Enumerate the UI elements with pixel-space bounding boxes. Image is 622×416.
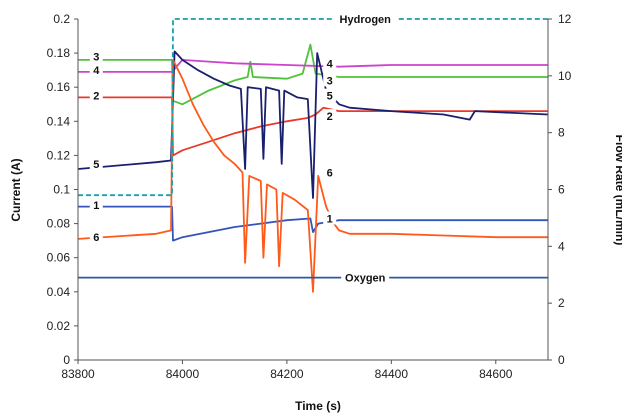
series-label: 5 [327,91,333,103]
series-line-1 [78,205,548,242]
series-label-bg [323,88,337,102]
x-tick-label: 84600 [479,367,513,381]
series-label-bg [89,88,103,102]
y-tick-label: 0.2 [53,12,70,26]
y2-tick-label: 4 [558,239,565,253]
y-tick-label: 0.18 [47,46,71,60]
y-tick-label: 0.04 [47,285,71,299]
series-label: 1 [93,200,99,212]
y-axis-title: Current (A) [9,158,23,221]
y-tick-label: 0.16 [47,80,71,94]
y-tick-label: 0.06 [47,251,71,265]
series-label-bg [89,197,103,211]
series-line-2 [78,96,548,157]
series-label-bg [89,156,103,170]
series-label-bg [334,12,397,25]
series-label: 4 [327,58,334,70]
y2-tick-label: 2 [558,296,565,310]
y-tick-label: 0.12 [47,148,71,162]
x-tick-label: 83800 [61,367,95,381]
series-line-5 [77,50,549,199]
series-label: Hydrogen [340,14,392,26]
y2-tick-label: 8 [558,126,565,140]
y2-tick-label: 12 [558,12,572,26]
series-line-6 [77,59,548,293]
x-axis-title: Time (s) [295,399,341,413]
series-label-bg [323,73,337,87]
y2-tick-label: 10 [558,69,572,83]
series-label-bg [341,270,390,284]
y2-tick-label: 6 [558,183,565,197]
y-tick-label: 0.1 [53,183,70,197]
y2-axis-title: Flow Rate (mL/min) [613,135,622,246]
series-line-3 [78,43,548,106]
axes: 0 0.02 0.04 0.06 0.08 0.1 0.12 0.14 0.16 0.18 0.2 0… [47,12,572,381]
series-label-bg [89,63,103,77]
y-tick-label: 0.02 [47,319,71,333]
y-tick-label: 0.08 [47,217,71,231]
series-label-bg [89,49,103,63]
y-tick-label: 0 [63,353,70,367]
x-tick-label: 84000 [166,367,200,381]
series-label: 3 [93,52,99,64]
series-label: Oxygen [345,273,386,285]
series-label: 1 [327,213,333,225]
series-label: 5 [93,159,99,171]
series-label-bg [323,109,337,123]
series-label: 4 [93,65,100,77]
x-tick-label: 84200 [270,367,304,381]
series-line-4 [78,59,548,73]
series-label-bg [323,211,337,225]
series-label-bg [323,165,337,179]
y-tick-label: 0.14 [47,114,71,128]
series-label: 2 [93,91,99,103]
series-label-bg [89,230,103,244]
series-label: 3 [327,75,333,87]
series-label: 6 [93,232,99,244]
x-tick-label: 84400 [375,367,409,381]
y2-tick-label: 0 [558,353,565,367]
series-label: 6 [327,167,333,179]
series-label: 2 [327,111,333,123]
series-label-bg [323,56,337,70]
